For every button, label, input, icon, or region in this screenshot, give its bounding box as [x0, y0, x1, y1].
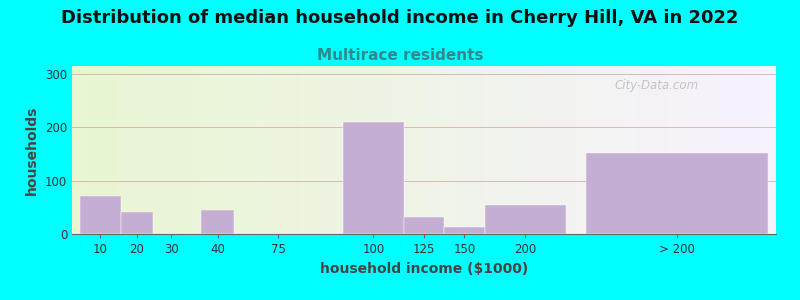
Text: Multirace residents: Multirace residents: [317, 48, 483, 63]
Bar: [485, 205, 566, 234]
Bar: [444, 226, 485, 234]
Bar: [80, 196, 121, 234]
Bar: [404, 217, 444, 234]
X-axis label: household income ($1000): household income ($1000): [320, 262, 528, 276]
Y-axis label: households: households: [26, 105, 39, 195]
Bar: [586, 153, 768, 234]
Text: Distribution of median household income in Cherry Hill, VA in 2022: Distribution of median household income …: [62, 9, 738, 27]
Bar: [202, 210, 234, 234]
Bar: [343, 122, 404, 234]
Text: City-Data.com: City-Data.com: [614, 80, 698, 92]
Bar: [121, 212, 153, 234]
